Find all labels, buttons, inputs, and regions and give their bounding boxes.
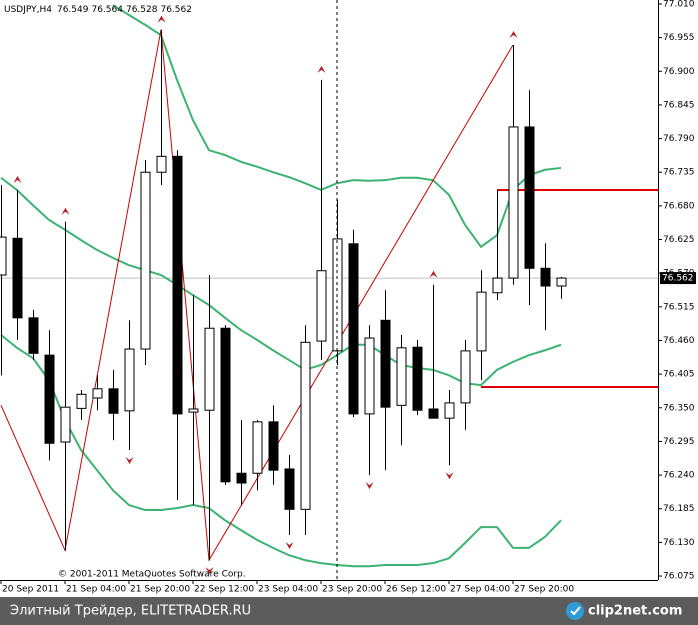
candle-body <box>556 277 567 287</box>
band-line <box>112 4 562 249</box>
header-high: 76.564 <box>91 5 123 15</box>
footer-logo-mark <box>570 606 581 616</box>
candle-body <box>140 171 151 350</box>
x-tick-label: 20 Sep 2011 <box>2 585 59 595</box>
header-close: 76.562 <box>160 5 192 15</box>
x-tick-label: 23 Sep 04:00 <box>258 585 318 595</box>
fractal-up <box>429 270 438 278</box>
candle-body <box>44 354 55 444</box>
y-tick-label: 76.735 <box>663 168 695 178</box>
x-tick-label: 21 Sep 04:00 <box>66 585 126 595</box>
x-tick-label: 27 Sep 20:00 <box>514 585 574 595</box>
y-tick-label: 76.350 <box>663 403 695 413</box>
candle-body <box>428 408 439 419</box>
chart-title: USDJPY,H4 <box>4 5 52 15</box>
candle-body <box>364 337 375 415</box>
fractal-down <box>365 482 374 490</box>
candle-body <box>12 237 23 319</box>
y-tick-label: 76.405 <box>663 370 695 380</box>
y-tick-label: 76.900 <box>663 67 695 77</box>
fractal-down <box>205 567 214 575</box>
plot-area <box>0 0 658 580</box>
candle-body <box>524 126 535 269</box>
candle-body <box>172 155 183 415</box>
candle-body <box>476 291 487 352</box>
fractal-down <box>125 456 134 464</box>
y-tick-label: 76.240 <box>663 471 695 481</box>
y-tick-label: 76.955 <box>663 33 695 43</box>
band-line <box>0 334 562 568</box>
fractal-up <box>317 65 326 73</box>
fractal-down <box>445 472 454 480</box>
fractal-up <box>509 30 518 38</box>
x-tick-label: 22 Sep 12:00 <box>194 585 254 595</box>
candle-body <box>444 402 455 419</box>
footer-left: Элитный Трейдер, ELITETRADER.RU <box>10 604 251 619</box>
y-tick-label: 76.130 <box>663 538 695 548</box>
candle-body <box>236 472 247 484</box>
candle-body <box>108 388 119 414</box>
candle-body <box>0 236 7 276</box>
fractal-up <box>157 15 166 23</box>
y-tick-label: 76.845 <box>663 100 695 110</box>
candle-body <box>300 341 311 510</box>
x-tick-label: 23 Sep 20:00 <box>322 585 382 595</box>
candle-body <box>76 393 87 409</box>
candle-body <box>156 155 167 173</box>
candle-body <box>492 277 503 294</box>
footer-logo <box>566 602 584 620</box>
candle-body <box>460 350 471 404</box>
candle-body <box>268 421 279 471</box>
candle-body <box>60 406 71 443</box>
candle-body <box>508 126 519 279</box>
candle-body <box>252 421 263 474</box>
y-tick-label: 76.075 <box>663 572 695 582</box>
y-tick-label: 76.460 <box>663 336 695 346</box>
footer-right: clip2net.com <box>588 604 682 619</box>
candle-body <box>316 270 327 342</box>
x-tick-label: 26 Sep 12:00 <box>386 585 446 595</box>
candle-body <box>380 319 391 408</box>
candle-body <box>28 317 39 354</box>
x-tick-label: 27 Sep 04:00 <box>450 585 510 595</box>
y-tick-label: 76.295 <box>663 437 695 447</box>
fractal-up <box>13 175 22 183</box>
last-price-box <box>660 272 696 285</box>
candle-body <box>92 388 103 399</box>
copyright: © 2001-2011 MetaQuotes Software Corp. <box>58 570 246 580</box>
candle-body <box>188 408 199 413</box>
last-price-label: 76.562 <box>662 274 694 284</box>
x-tick-label: 21 Sep 20:00 <box>130 585 190 595</box>
candle-body <box>348 243 359 415</box>
candle-body <box>124 348 135 412</box>
candle-body <box>412 346 423 411</box>
candle-body <box>396 347 407 406</box>
y-tick-label: 76.790 <box>663 134 695 144</box>
header-open: 76.549 <box>57 5 89 15</box>
candle-body <box>284 468 295 510</box>
y-tick-label: 76.680 <box>663 201 695 211</box>
candle-body <box>220 327 231 483</box>
y-tick-label: 76.515 <box>663 302 695 312</box>
plot <box>0 4 658 575</box>
fractal-down <box>285 542 294 550</box>
y-tick-label: 76.625 <box>663 235 695 245</box>
fractal-up <box>61 207 70 215</box>
header-low: 76.528 <box>126 5 158 15</box>
y-tick-label: 76.185 <box>663 504 695 514</box>
candle-body <box>540 267 551 287</box>
y-tick-label: 77.010 <box>663 0 695 9</box>
chart-header: USDJPY,H4 76.549 76.564 76.528 76.562 <box>4 5 192 15</box>
candle-body <box>204 327 215 411</box>
